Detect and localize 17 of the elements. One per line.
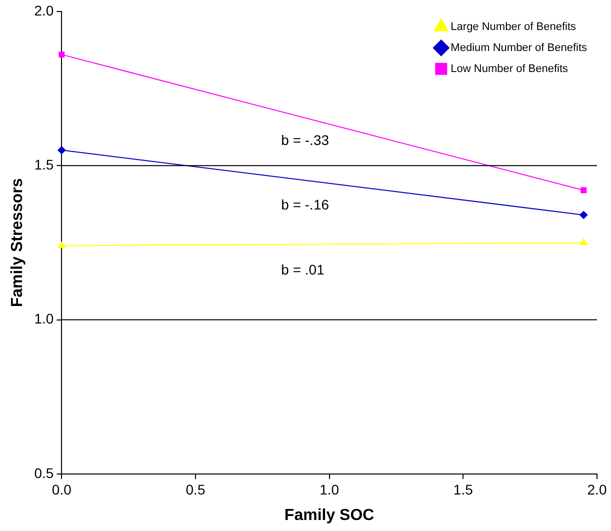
y-tick-label: 1.0	[34, 310, 54, 327]
annotation: b = -.33	[281, 132, 330, 148]
x-tick-label: 0.5	[186, 481, 206, 498]
annotation: b = .01	[281, 261, 325, 278]
legend-label: Low Number of Benefits	[450, 62, 569, 75]
y-axis-title: Family Stressors	[9, 178, 26, 308]
legend-label: Large Number of Benefits	[450, 20, 577, 33]
legend-label: Medium Number of Benefits	[450, 42, 588, 54]
y-tick-label: 0.5	[34, 464, 54, 481]
x-tick-label: 1.0	[320, 481, 340, 498]
y-tick-label: 1.5	[34, 156, 54, 172]
x-tick-label: 0.0	[52, 481, 72, 498]
y-tick-label: 2.0	[34, 2, 54, 18]
x-tick-label: 2.0	[587, 481, 607, 498]
annotation: b = -.16	[281, 196, 330, 213]
x-axis-title: Family SOC	[284, 506, 375, 524]
x-tick-label: 1.5	[453, 481, 474, 498]
